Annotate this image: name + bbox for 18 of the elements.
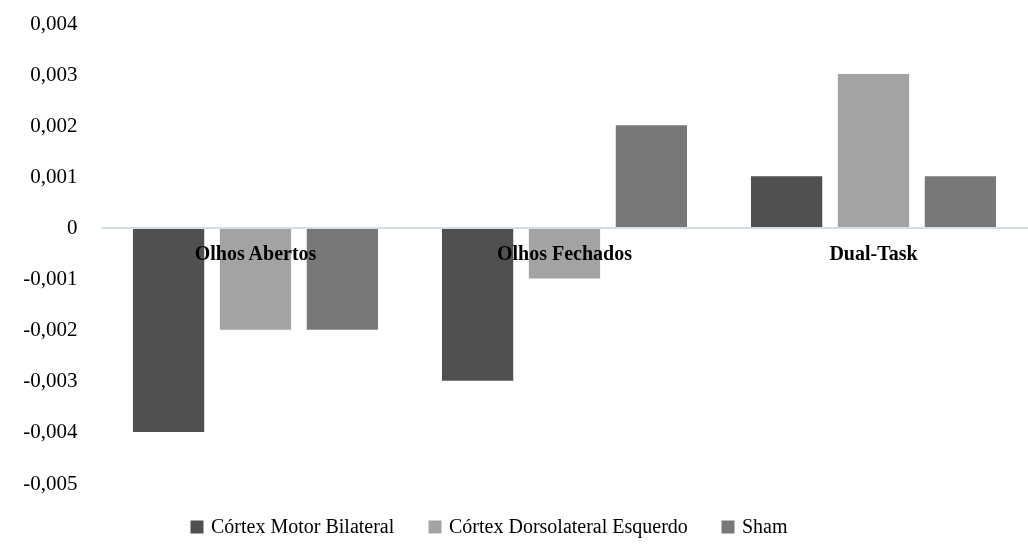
y-tick-label: -0,001 [23,266,78,291]
y-tick-label: -0,005 [23,470,78,495]
y-tick-label: 0,004 [30,10,78,35]
legend-label: Córtex Dorsolateral Esquerdo [449,515,688,538]
bar [750,176,823,228]
y-tick-label: 0,002 [30,112,78,137]
y-tick-label: 0,001 [30,163,78,188]
bar [615,125,688,228]
y-tick-label: -0,002 [23,317,78,342]
y-tick-label: -0,004 [23,419,78,444]
x-tick-label: Dual-Task [829,241,919,264]
bar [924,176,997,228]
y-tick-label: -0,003 [23,368,78,393]
y-tick-label: 0 [67,214,78,239]
legend-label: Córtex Motor Bilateral [211,515,395,537]
y-tick-label: 0,003 [30,61,78,86]
legend-label: Sham [742,515,788,537]
bar [837,74,910,228]
